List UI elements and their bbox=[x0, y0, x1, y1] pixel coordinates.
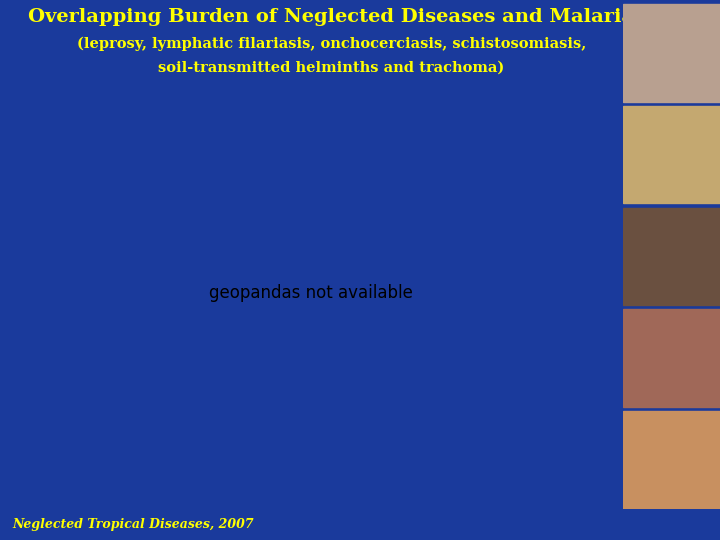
Bar bbox=[623, 207, 720, 305]
Text: soil-transmitted helminths and trachoma): soil-transmitted helminths and trachoma) bbox=[158, 60, 504, 75]
Text: (leprosy, lymphatic filariasis, onchocerciasis, schistosomiasis,: (leprosy, lymphatic filariasis, onchocer… bbox=[76, 37, 586, 51]
Bar bbox=[623, 106, 720, 204]
Text: geopandas not available: geopandas not available bbox=[210, 285, 413, 302]
Bar bbox=[623, 309, 720, 407]
Text: Overlapping Burden of Neglected Diseases and Malaria: Overlapping Burden of Neglected Diseases… bbox=[28, 8, 634, 26]
Bar bbox=[623, 411, 720, 509]
Bar bbox=[623, 4, 720, 102]
Text: Neglected Tropical Diseases, 2007: Neglected Tropical Diseases, 2007 bbox=[12, 518, 254, 531]
